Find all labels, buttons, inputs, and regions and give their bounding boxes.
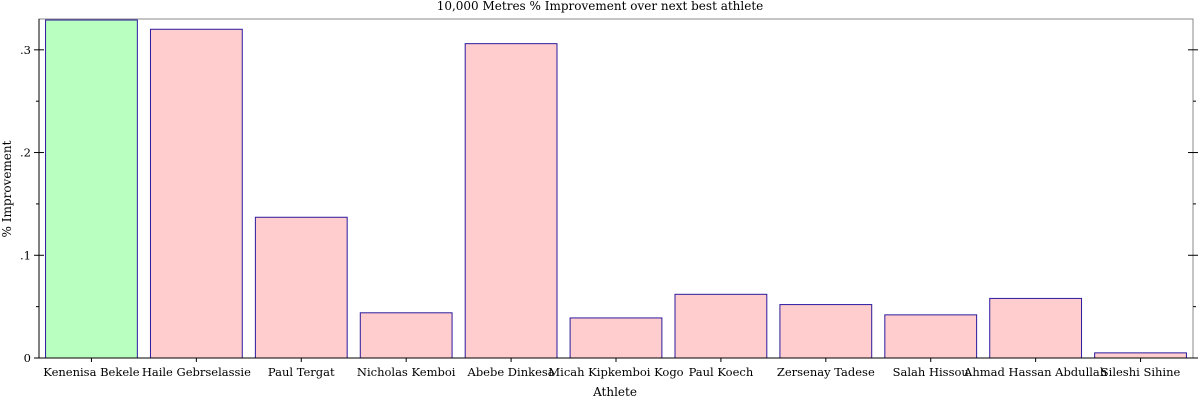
x-tick-label-4: Nicholas Kemboi — [357, 365, 456, 379]
y-tick-label-2: .1 — [20, 248, 31, 262]
x-tick-label-6: Micah Kipkemboi Kogo — [548, 365, 683, 379]
bar-4 — [359, 312, 453, 359]
bar-7 — [674, 293, 768, 359]
y-axis-title: % Improvement — [0, 140, 14, 237]
plot-area: Kenenisa Bekele Haile Gebrselassie Paul Te… — [20, 18, 1198, 379]
bar-3 — [254, 216, 348, 359]
y-tick-label-4: .3 — [20, 43, 31, 57]
x-tick-label-1: Kenenisa Bekele — [43, 365, 140, 379]
x-tick-label-3: Paul Tergat — [268, 365, 335, 379]
bar-6 — [569, 317, 663, 359]
x-tick-label-9: Salah Hissou — [893, 365, 969, 379]
x-tick-label-11: Sileshi Sihine — [1101, 365, 1181, 379]
x-tick-label-2: Haile Gebrselassie — [142, 365, 251, 379]
bar-11 — [1094, 352, 1187, 359]
x-tick-label-10: Ahmad Hassan Abdullah — [963, 365, 1108, 379]
bar-2 — [149, 28, 243, 359]
bar-5 — [464, 43, 558, 359]
y-tick-label-1: 0 — [24, 351, 31, 365]
x-tick-label-7: Paul Koech — [689, 365, 754, 379]
x-tick-label-8: Zersenay Tadese — [777, 365, 875, 379]
y-tick-label-3: .2 — [20, 146, 31, 160]
bar-1 — [45, 19, 138, 359]
chart-title: 10,000 Metres % Improvement over next be… — [437, 0, 764, 13]
x-tick-label-5: Abebe Dinkesa — [467, 365, 555, 379]
bar-10 — [989, 297, 1083, 359]
bar-9 — [884, 314, 978, 359]
x-axis-title: Athlete — [592, 385, 637, 399]
bar-8 — [779, 304, 873, 359]
